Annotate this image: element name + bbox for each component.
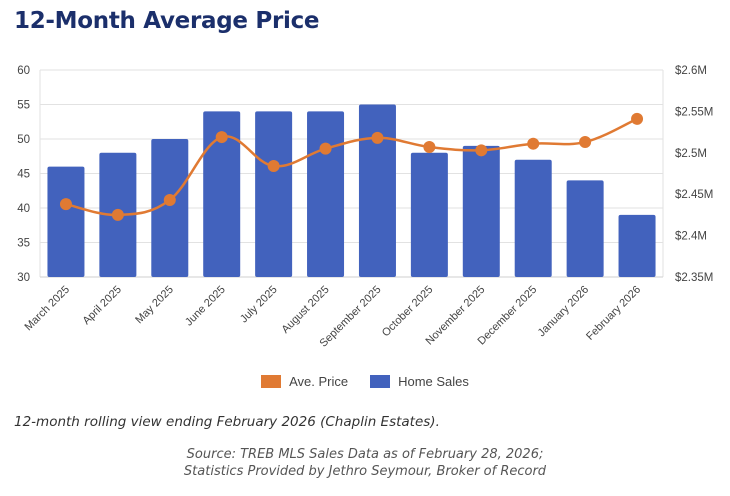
right-tick-label: $2.5M [675, 148, 707, 160]
price-point [631, 112, 644, 125]
source-line: Source: TREB MLS Sales Data as of Februa… [186, 447, 544, 462]
left-tick-label: 60 [17, 65, 30, 77]
bar [410, 152, 448, 277]
line-series-ave-price [59, 112, 644, 221]
left-tick-label: 45 [17, 169, 30, 181]
bar [566, 180, 604, 277]
price-point [475, 144, 488, 157]
bar [514, 159, 552, 277]
left-tick-label: 35 [17, 238, 30, 250]
price-point [163, 193, 176, 206]
bar [203, 111, 241, 278]
price-point [527, 137, 540, 150]
x-tick-label: May 2025 [133, 284, 176, 327]
right-tick-label: $2.6M [675, 65, 707, 77]
chart-title: 12-Month Average Price [14, 8, 320, 34]
bar [307, 111, 345, 278]
bar [151, 139, 189, 277]
gridlines [39, 69, 664, 278]
legend-label: Home Sales [398, 374, 469, 389]
right-tick-label: $2.45M [675, 189, 713, 201]
price-point [111, 208, 124, 221]
legend-item-home-sales[interactable]: Home Sales [370, 374, 469, 389]
bar-series-home-sales [47, 104, 656, 278]
price-point [579, 136, 592, 149]
right-axis-ticks: $2.6M $2.55M $2.5M $2.45M $2.4M $2.35M [675, 65, 713, 284]
price-point [371, 131, 384, 144]
x-tick-label: August 2025 [279, 284, 331, 336]
price-point [215, 131, 228, 144]
bar [358, 104, 396, 277]
attribution-line: Statistics Provided by Jethro Seymour, B… [183, 464, 547, 479]
legend-swatch-ave-price [261, 375, 282, 388]
legend-swatch-home-sales [370, 375, 391, 388]
x-axis-labels: March 2025 April 2025 May 2025 June 2025 Jul… [23, 284, 644, 350]
bar [255, 111, 293, 278]
bar [462, 145, 500, 277]
x-tick-label: March 2025 [23, 284, 73, 334]
left-tick-label: 30 [17, 272, 30, 284]
legend-label: Ave. Price [289, 374, 349, 389]
x-tick-label: June 2025 [183, 284, 228, 329]
x-tick-label: July 2025 [238, 284, 280, 326]
right-tick-label: $2.55M [675, 106, 713, 118]
price-point [59, 198, 72, 211]
caption: 12-month rolling view ending February 20… [14, 414, 440, 430]
left-tick-label: 40 [17, 203, 30, 215]
legend: Ave. Price Home Sales [0, 374, 730, 389]
left-tick-label: 50 [17, 134, 30, 146]
legend-item-ave-price[interactable]: Ave. Price [261, 374, 348, 389]
right-tick-label: $2.35M [675, 272, 713, 284]
x-tick-label: January 2026 [536, 284, 592, 340]
bar [47, 166, 85, 277]
x-tick-label: February 2026 [584, 284, 643, 343]
bar [618, 214, 656, 277]
right-tick-label: $2.4M [675, 231, 707, 243]
price-point [319, 142, 332, 155]
price-point [423, 141, 436, 154]
left-tick-label: 55 [17, 100, 30, 112]
source-note: Source: TREB MLS Sales Data as of Februa… [0, 446, 730, 480]
price-point [267, 160, 280, 173]
left-axis-ticks: 60 55 50 45 40 35 30 [17, 65, 30, 284]
x-tick-label: October 2025 [380, 284, 436, 340]
x-tick-label: April 2025 [80, 284, 124, 328]
